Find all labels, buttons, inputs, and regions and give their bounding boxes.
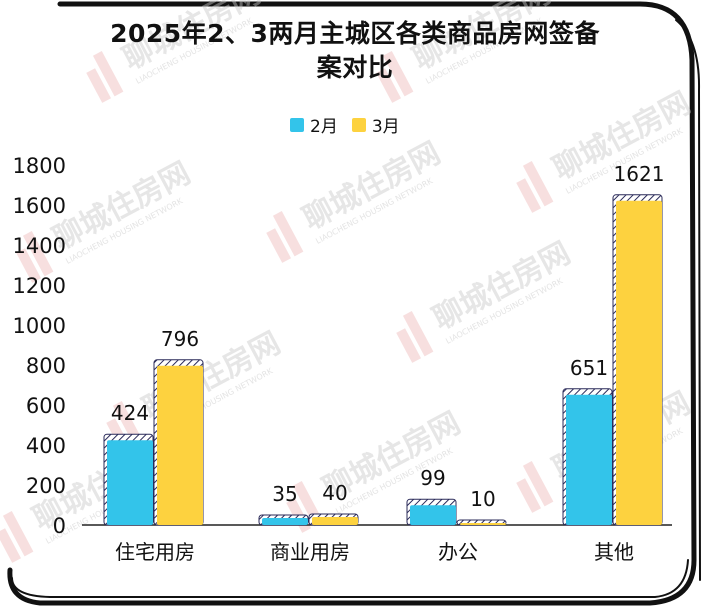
data-label: 99 xyxy=(420,466,445,490)
data-label: 1621 xyxy=(614,162,665,186)
data-label: 424 xyxy=(111,401,149,425)
x-category-label: 其他 xyxy=(594,540,634,564)
y-tick-label: 800 xyxy=(26,354,66,378)
bar-mar xyxy=(312,517,358,525)
bar-feb xyxy=(566,394,612,525)
data-label: 10 xyxy=(470,487,495,511)
y-tick-label: 1600 xyxy=(13,194,66,218)
y-tick-label: 1800 xyxy=(13,154,66,178)
legend-label-feb: 2月 xyxy=(310,117,338,137)
bar-mar xyxy=(157,365,203,525)
y-tick-label: 400 xyxy=(26,434,66,458)
y-tick-label: 1200 xyxy=(13,274,66,298)
chart-legend: 2月 3月 xyxy=(290,112,414,137)
legend-swatch-mar xyxy=(351,117,366,132)
data-label: 651 xyxy=(570,356,608,380)
legend-item-mar: 3月 xyxy=(351,112,400,137)
y-tick-label: 200 xyxy=(26,474,66,498)
data-label: 40 xyxy=(322,481,347,505)
chart-title-line-2: 案对比 xyxy=(316,53,394,82)
bar-mar xyxy=(616,200,662,526)
y-tick-label: 1400 xyxy=(13,234,66,258)
bar-feb xyxy=(262,518,308,525)
bar-feb xyxy=(410,505,456,525)
chart-title-line-1: 2025年2、3两月主城区各类商品房网签备 xyxy=(110,19,600,48)
legend-item-feb: 2月 xyxy=(290,112,338,137)
bar-feb xyxy=(107,440,153,525)
data-label: 796 xyxy=(161,327,199,351)
legend-swatch-feb xyxy=(290,117,304,132)
x-category-label: 办公 xyxy=(438,540,478,564)
y-tick-label: 1000 xyxy=(13,314,66,338)
bar-mar xyxy=(460,523,506,525)
data-label: 35 xyxy=(272,482,297,506)
legend-label-mar: 3月 xyxy=(371,117,400,137)
x-category-label: 住宅用房 xyxy=(115,540,195,564)
x-category-label: 商业用房 xyxy=(270,540,350,564)
y-tick-label: 600 xyxy=(26,394,66,418)
y-tick-label: 0 xyxy=(53,514,66,538)
